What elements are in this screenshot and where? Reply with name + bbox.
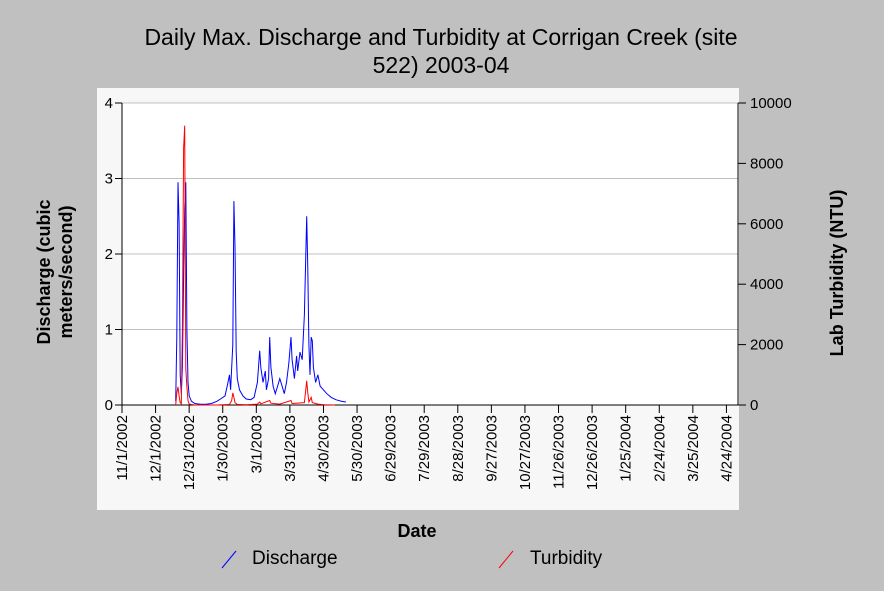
x-axis-tick-label: 3/1/2003 xyxy=(248,415,265,473)
x-axis-tick-label: 9/27/2003 xyxy=(483,415,500,482)
chart-title-line-1: Daily Max. Discharge and Turbidity at Co… xyxy=(144,24,737,50)
legend-swatch-turbidity xyxy=(498,550,514,569)
x-axis-tick-label: 5/30/2003 xyxy=(349,415,366,482)
series-line-discharge xyxy=(175,182,346,405)
legend-label-turbidity: Turbidity xyxy=(530,548,603,569)
left-axis: 0 1 2 3 4 xyxy=(105,95,123,414)
x-axis-tick-label: 12/31/2002 xyxy=(181,415,198,490)
x-axis-tick-label: 7/29/2003 xyxy=(416,415,433,482)
legend: Discharge Turbidity xyxy=(221,548,603,569)
x-axis-tick-label: 8/28/2003 xyxy=(450,415,467,482)
left-axis-tick-label: 3 xyxy=(105,171,113,188)
x-axis-tick-label: 10/27/2003 xyxy=(517,415,534,490)
legend-label-discharge: Discharge xyxy=(252,548,338,569)
x-axis-tick-label: 4/24/2004 xyxy=(718,415,735,482)
right-axis: 0 2000 4000 6000 8000 10000 xyxy=(737,95,792,414)
right-axis-tick-label: 10000 xyxy=(750,95,792,112)
x-axis-tick-label: 1/25/2004 xyxy=(618,415,635,482)
chart-title-line-2: 522) 2003-04 xyxy=(373,52,510,78)
right-axis-tick-label: 2000 xyxy=(750,337,783,354)
x-axis-tick-label: 3/31/2003 xyxy=(282,415,299,482)
x-axis-tick-label: 1/30/2003 xyxy=(215,415,232,482)
series-line-turbidity xyxy=(175,125,335,406)
right-axis-tick-label: 6000 xyxy=(750,216,783,233)
right-axis-tick-label: 0 xyxy=(750,397,758,414)
right-axis-tick-label: 8000 xyxy=(750,155,783,172)
y-axis-left-title-line-2: meters/second) xyxy=(56,205,76,338)
series-lines xyxy=(175,125,346,406)
right-axis-tick-label: 4000 xyxy=(750,276,783,293)
x-axis-tick-label: 12/26/2003 xyxy=(584,415,601,490)
y-axis-left-title-line-1: Discharge (cubic xyxy=(34,199,54,344)
x-axis-tick-label: 12/1/2002 xyxy=(148,415,165,482)
left-axis-tick-label: 2 xyxy=(105,246,113,263)
x-axis-tick-label: 4/30/2003 xyxy=(315,415,332,482)
legend-swatch-discharge xyxy=(221,550,237,569)
x-axis: 11/1/2002 12/1/2002 12/31/2002 1/30/2003 3/1… xyxy=(114,404,738,490)
y-axis-right-title: Lab Turbidity (NTU) xyxy=(827,190,847,357)
left-axis-tick-label: 0 xyxy=(105,397,113,414)
x-axis-tick-label: 3/25/2004 xyxy=(685,415,702,482)
x-axis-tick-label: 11/26/2003 xyxy=(551,415,568,489)
x-axis-tick-label: 2/24/2004 xyxy=(651,415,668,482)
x-axis-tick-label: 6/29/2003 xyxy=(383,415,400,482)
grid-lines xyxy=(122,102,738,330)
left-axis-tick-label: 4 xyxy=(105,95,113,112)
left-axis-tick-label: 1 xyxy=(105,322,113,339)
x-axis-tick-label: 11/1/2002 xyxy=(114,415,131,481)
x-axis-title: Date xyxy=(397,521,436,541)
